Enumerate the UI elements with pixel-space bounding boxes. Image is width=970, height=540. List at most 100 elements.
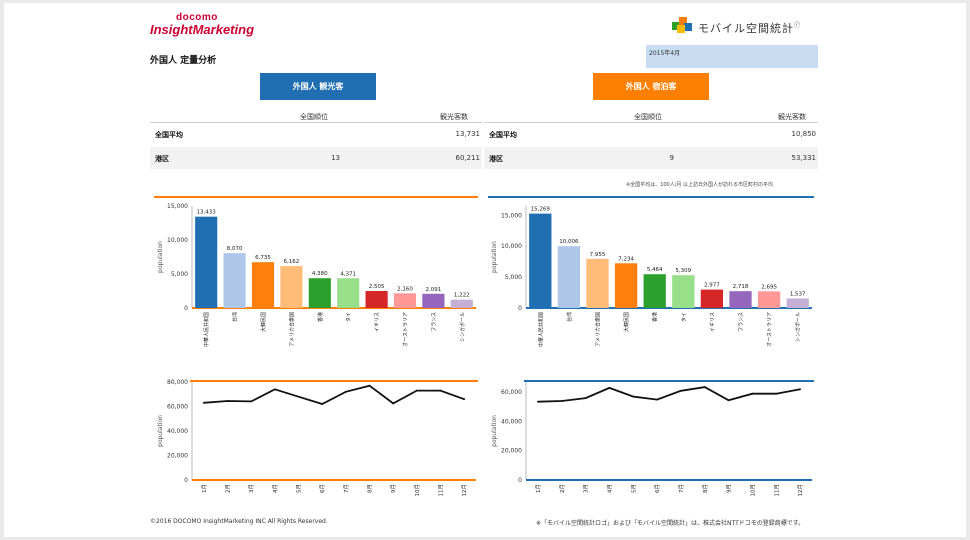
insight-marketing-logo: InsightMarketing (150, 22, 255, 37)
right-line-point (560, 400, 563, 402)
tab-foreign-tourists[interactable]: 外国人 観光客 (260, 73, 376, 100)
left-bar-bar (195, 216, 218, 308)
left-line-month-label: 12月 (461, 484, 468, 497)
right-row-minato (484, 147, 818, 169)
right-line-month-label: 12月 (797, 484, 804, 497)
right-line-point (680, 389, 682, 392)
left-bar-category-label: タイ (345, 312, 352, 322)
right-bar-bar-label: 1,537 (790, 291, 806, 297)
right-row-label-minato: 港区 (489, 155, 503, 163)
copyright: ©2016 DOCOMO InsightMarketing INC All Ri… (150, 518, 328, 525)
right-table-header-rank: 全国順位 (634, 113, 662, 121)
left-line-point (250, 400, 253, 403)
right-bar-category-label: フランス (739, 312, 745, 332)
right-bar-bar (643, 274, 666, 308)
right-bar-category-label: 中華人民共和国 (537, 312, 544, 347)
left-table-divider (150, 122, 482, 123)
left-line-point (344, 390, 347, 393)
right-bar-bar-label: 15,269 (531, 207, 551, 213)
right-bar-y-tick: 15,000 (501, 212, 522, 219)
right-line-point (584, 397, 587, 399)
left-line-point (439, 389, 442, 392)
right-bar-bar-label: 5,464 (647, 267, 663, 273)
left-row-label-minato: 港区 (155, 155, 169, 163)
left-line-month-label: 10月 (414, 484, 421, 497)
left-line-y-label: population (157, 415, 164, 447)
left-bar-y-tick: 15,000 (167, 203, 188, 210)
left-line-month-label: 11月 (438, 484, 445, 497)
left-bar-category-label: アメリカ合衆国 (288, 312, 295, 347)
right-line-month-label: 7月 (678, 484, 685, 493)
left-line-series-line (203, 384, 465, 405)
left-bar-bar-label: 8,070 (227, 246, 243, 252)
right-row-label-national-average: 全国平均 (489, 131, 517, 139)
right-line-y-tick: 60,000 (501, 389, 522, 396)
right-bar-bar-label: 2,695 (761, 284, 777, 290)
right-line-point (799, 388, 801, 391)
tab-foreign-overnight[interactable]: 外国人 宿泊客 (593, 73, 709, 100)
docomo-logo: docomo (176, 12, 218, 23)
right-line-month-label: 11月 (773, 484, 780, 497)
right-line-month-label: 2月 (559, 484, 566, 493)
right-line-month-label: 4月 (606, 484, 613, 493)
left-line-point (297, 395, 300, 398)
right-line-y-tick: 20,000 (501, 448, 522, 455)
left-bar-bar-label: 2,160 (397, 286, 413, 292)
right-line-chart: population 60,000 40,000 20,000 0 1月 2月 3月 4月 5月 6… (491, 380, 814, 497)
left-line-point (321, 403, 324, 405)
report-title: 外国人 定量分析 (150, 56, 217, 66)
left-bar-bar-label: 4,380 (312, 271, 328, 277)
report-page (4, 3, 966, 537)
left-line-point (463, 398, 466, 401)
left-bar-bar-label: 4,371 (340, 271, 356, 277)
left-line-point (202, 401, 205, 404)
left-bar-bar-label: 6,735 (255, 255, 271, 261)
left-line-month-label: 3月 (248, 484, 255, 493)
left-line-point (226, 400, 229, 402)
right-table-header-visitors: 観光客数 (778, 113, 806, 121)
trademark-note: ※「モバイル空間統計ロゴ」および「モバイル空間統計」は、株式会社NTTドコモの登… (536, 520, 805, 527)
left-bar-bar-label: 13,433 (197, 210, 217, 216)
right-bar-category-label: 台湾 (566, 312, 573, 322)
left-bar-category-label: 台湾 (232, 312, 239, 322)
right-bar-bar-label: 5,309 (675, 268, 691, 274)
left-row-minato (150, 147, 482, 169)
left-line-month-label: 4月 (272, 484, 279, 493)
right-line-point (775, 392, 778, 395)
left-line-month-label: 8月 (367, 484, 374, 493)
right-bar-category-label: イギリス (710, 312, 716, 332)
right-bar-bar (700, 289, 724, 308)
left-line-month-label: 1月 (201, 484, 208, 493)
right-line-month-label: 10月 (749, 484, 756, 497)
right-line-point (608, 386, 611, 389)
left-line-y-tick: 80,000 (167, 379, 188, 386)
right-line-y-tick: 0 (518, 477, 522, 484)
mobile-stats-logo-title: モバイル空間統計 (698, 22, 794, 35)
left-table-header-rank: 全国順位 (300, 113, 328, 121)
mobile-stats-registered-mark: ⓡ (794, 22, 802, 29)
left-bar-bar (365, 290, 388, 308)
left-row-rank-minato: 13 (331, 154, 340, 162)
right-bar-category-label: アメリカ合衆国 (595, 312, 602, 347)
right-bar-y-tick: 5,000 (505, 274, 522, 281)
right-line-month-label: 5月 (630, 484, 637, 493)
left-bar-y-tick: 0 (184, 305, 188, 312)
right-line-point (727, 399, 730, 402)
left-line-month-label: 5月 (296, 484, 303, 493)
right-table-divider (484, 122, 818, 123)
left-line-point (273, 388, 276, 391)
left-bar-y-tick: 5,000 (171, 271, 188, 278)
left-bar-category-label: イギリス (375, 312, 381, 332)
right-bar-category-label: タイ (680, 312, 687, 322)
right-row-rank-minato: 9 (669, 154, 674, 162)
left-bar-bar (251, 262, 275, 308)
right-bar-bar (757, 291, 781, 308)
right-line-y-label: population (491, 415, 498, 447)
left-line-month-label: 9月 (390, 484, 397, 493)
left-line-y-tick: 40,000 (167, 428, 188, 435)
right-line-y-tick: 40,000 (501, 418, 522, 425)
right-bar-bar (729, 291, 752, 308)
right-bar-bar-label: 2,977 (704, 283, 720, 289)
right-line-month-label: 9月 (726, 484, 733, 493)
left-bar-bar (422, 293, 445, 308)
